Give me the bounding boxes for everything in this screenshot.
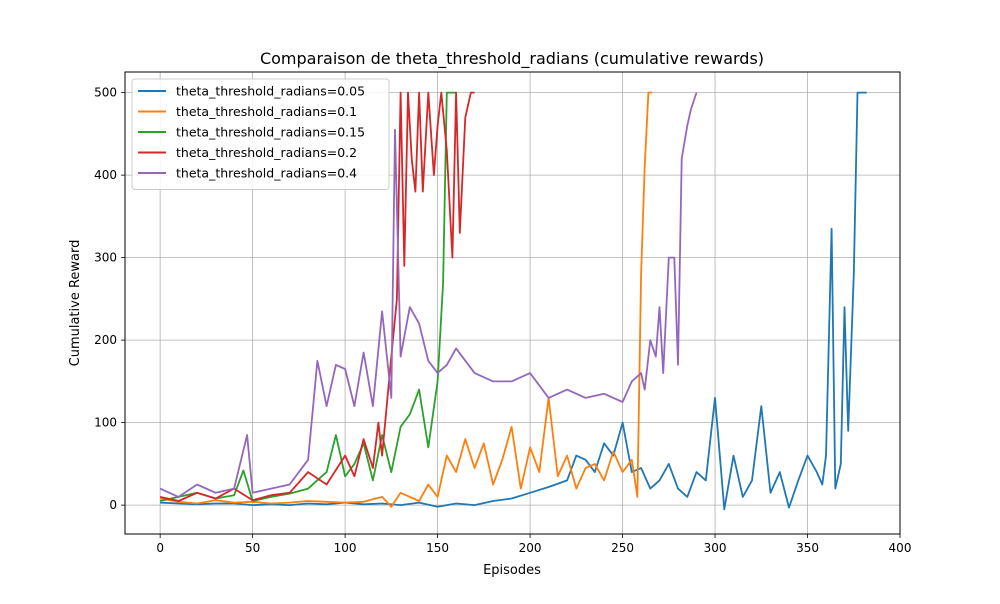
x-tick-label: 100 [334,541,357,555]
y-tick-label: 300 [94,251,117,265]
x-tick-label: 350 [796,541,819,555]
legend: theta_threshold_radians=0.05 theta_thresh… [131,78,390,190]
plot-frame [124,71,901,535]
x-tick-label: 150 [426,541,449,555]
series-line-4 [159,92,698,498]
legend-label-0: theta_threshold_radians=0.05 [176,84,365,99]
legend-label-3: theta_threshold_radians=0.2 [176,145,357,160]
y-tick-label: 0 [109,498,117,512]
series-lines [159,91,867,511]
x-tick-label: 200 [519,541,542,555]
y-axis-label: Cumulative Reward [68,240,83,367]
x-axis-label: Episodes [483,563,541,578]
y-tick-label: 500 [94,86,117,100]
legend-box [131,78,390,190]
x-tick-label: 250 [611,541,634,555]
x-tick-label: 0 [156,541,164,555]
chart-title: Comparaison de theta_threshold_radians (… [260,49,764,69]
legend-label-2: theta_threshold_radians=0.15 [176,125,365,140]
legend-label-1: theta_threshold_radians=0.1 [176,104,357,119]
y-tick-label: 200 [94,333,117,347]
series-line-3 [159,91,475,502]
x-tick-label: 300 [704,541,727,555]
y-tick-label: 400 [94,168,117,182]
axes: 0 50 100 150 200 250 300 350 400 0 100 200 300 400 500 [94,86,911,555]
series-line-1 [159,91,653,508]
x-tick-label: 400 [889,541,912,555]
x-tick-label: 50 [245,541,260,555]
series-line-2 [159,91,457,502]
y-tick-label: 100 [94,416,117,430]
legend-label-4: theta_threshold_radians=0.4 [176,166,357,181]
